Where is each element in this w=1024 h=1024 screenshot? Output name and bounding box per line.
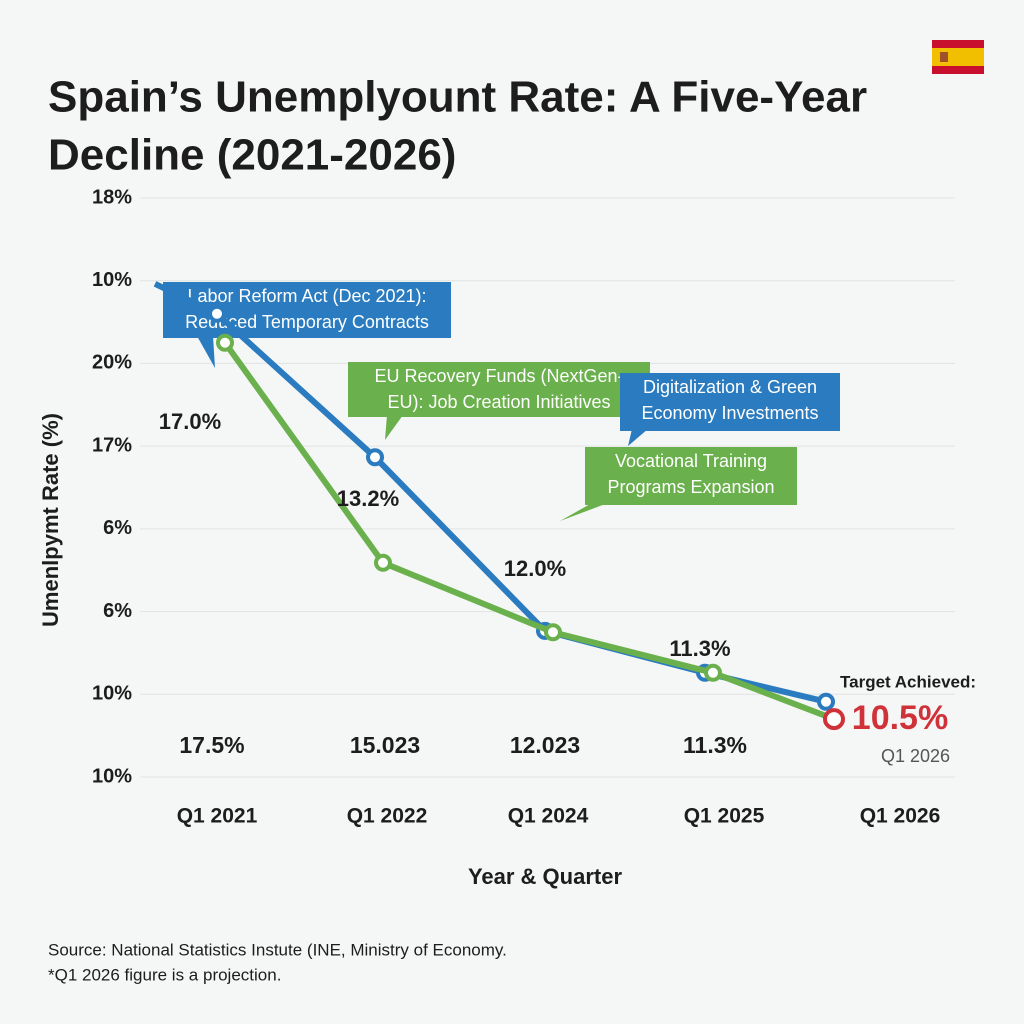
y-tick-label: 10% — [92, 683, 132, 705]
callout-pointer — [385, 415, 403, 440]
annotation-text: EU): Job Creation Initiatives — [387, 392, 610, 412]
source-note: *Q1 2026 figure is a projection. — [48, 965, 281, 984]
x-tick-label: Q1 2025 — [684, 805, 765, 828]
annotation-text: EU Recovery Funds (NextGen- — [374, 366, 623, 386]
annotation-text: Vocational Training — [615, 451, 767, 471]
flag — [932, 40, 984, 74]
data-point — [817, 692, 835, 711]
data-point — [544, 623, 562, 642]
y-tick-label: 18% — [92, 186, 132, 208]
value-label: 15.023 — [350, 732, 420, 758]
annotation-text: Programs Expansion — [607, 477, 774, 497]
value-label: 17.0% — [159, 409, 221, 434]
annotation-text: Labor Reform Act (Dec 2021): — [187, 286, 426, 306]
annotation-box — [585, 447, 797, 505]
x-tick-label: Q1 2021 — [177, 805, 258, 828]
value-label: 11.3% — [669, 636, 730, 661]
callout-pointer — [560, 503, 608, 521]
annotation-text: Economy Investments — [641, 403, 818, 423]
callout-pointer — [628, 429, 648, 446]
annotation-box — [620, 373, 840, 431]
data-point — [216, 333, 234, 352]
y-tick-label: 6% — [103, 600, 132, 622]
y-tick-label: 17% — [92, 434, 132, 456]
target-note: Q1 2026 — [881, 746, 950, 766]
value-label: 12.0% — [504, 556, 566, 581]
x-tick-label: Q1 2026 — [860, 805, 941, 828]
data-point — [366, 448, 384, 467]
x-axis-label: Year & Quarter — [468, 864, 623, 889]
data-point — [374, 553, 392, 572]
y-tick-label: 10% — [92, 765, 132, 787]
callout-pointer — [197, 336, 215, 368]
data-point — [208, 304, 226, 323]
y-tick-label: 10% — [92, 269, 132, 291]
source-note: Source: National Statistics Instute (INE… — [48, 940, 507, 959]
data-point — [823, 708, 845, 731]
chart-title: Decline (2021-2026) — [48, 131, 456, 180]
annotation-text: Reduced Temporary Contracts — [185, 312, 429, 332]
annotation-box — [348, 362, 650, 417]
target-label: Target Achieved: — [840, 672, 976, 691]
value-label: 13.2% — [337, 486, 399, 511]
x-tick-label: Q1 2022 — [347, 805, 428, 828]
value-label: 17.5% — [179, 732, 244, 758]
value-label: 12.023 — [510, 732, 580, 758]
data-point — [704, 663, 722, 682]
y-axis-label: Umenlpymt Rate (%) — [38, 413, 63, 627]
y-tick-label: 20% — [92, 352, 132, 374]
annotation-text: Digitalization & Green — [643, 377, 817, 397]
y-tick-label: 6% — [103, 517, 132, 539]
x-tick-label: Q1 2024 — [508, 805, 589, 828]
chart-title: Spain’s Unemplyount Rate: A Five-Year — [48, 73, 867, 122]
value-label: 10.5% — [852, 699, 948, 737]
value-label: 11.3% — [683, 732, 747, 758]
